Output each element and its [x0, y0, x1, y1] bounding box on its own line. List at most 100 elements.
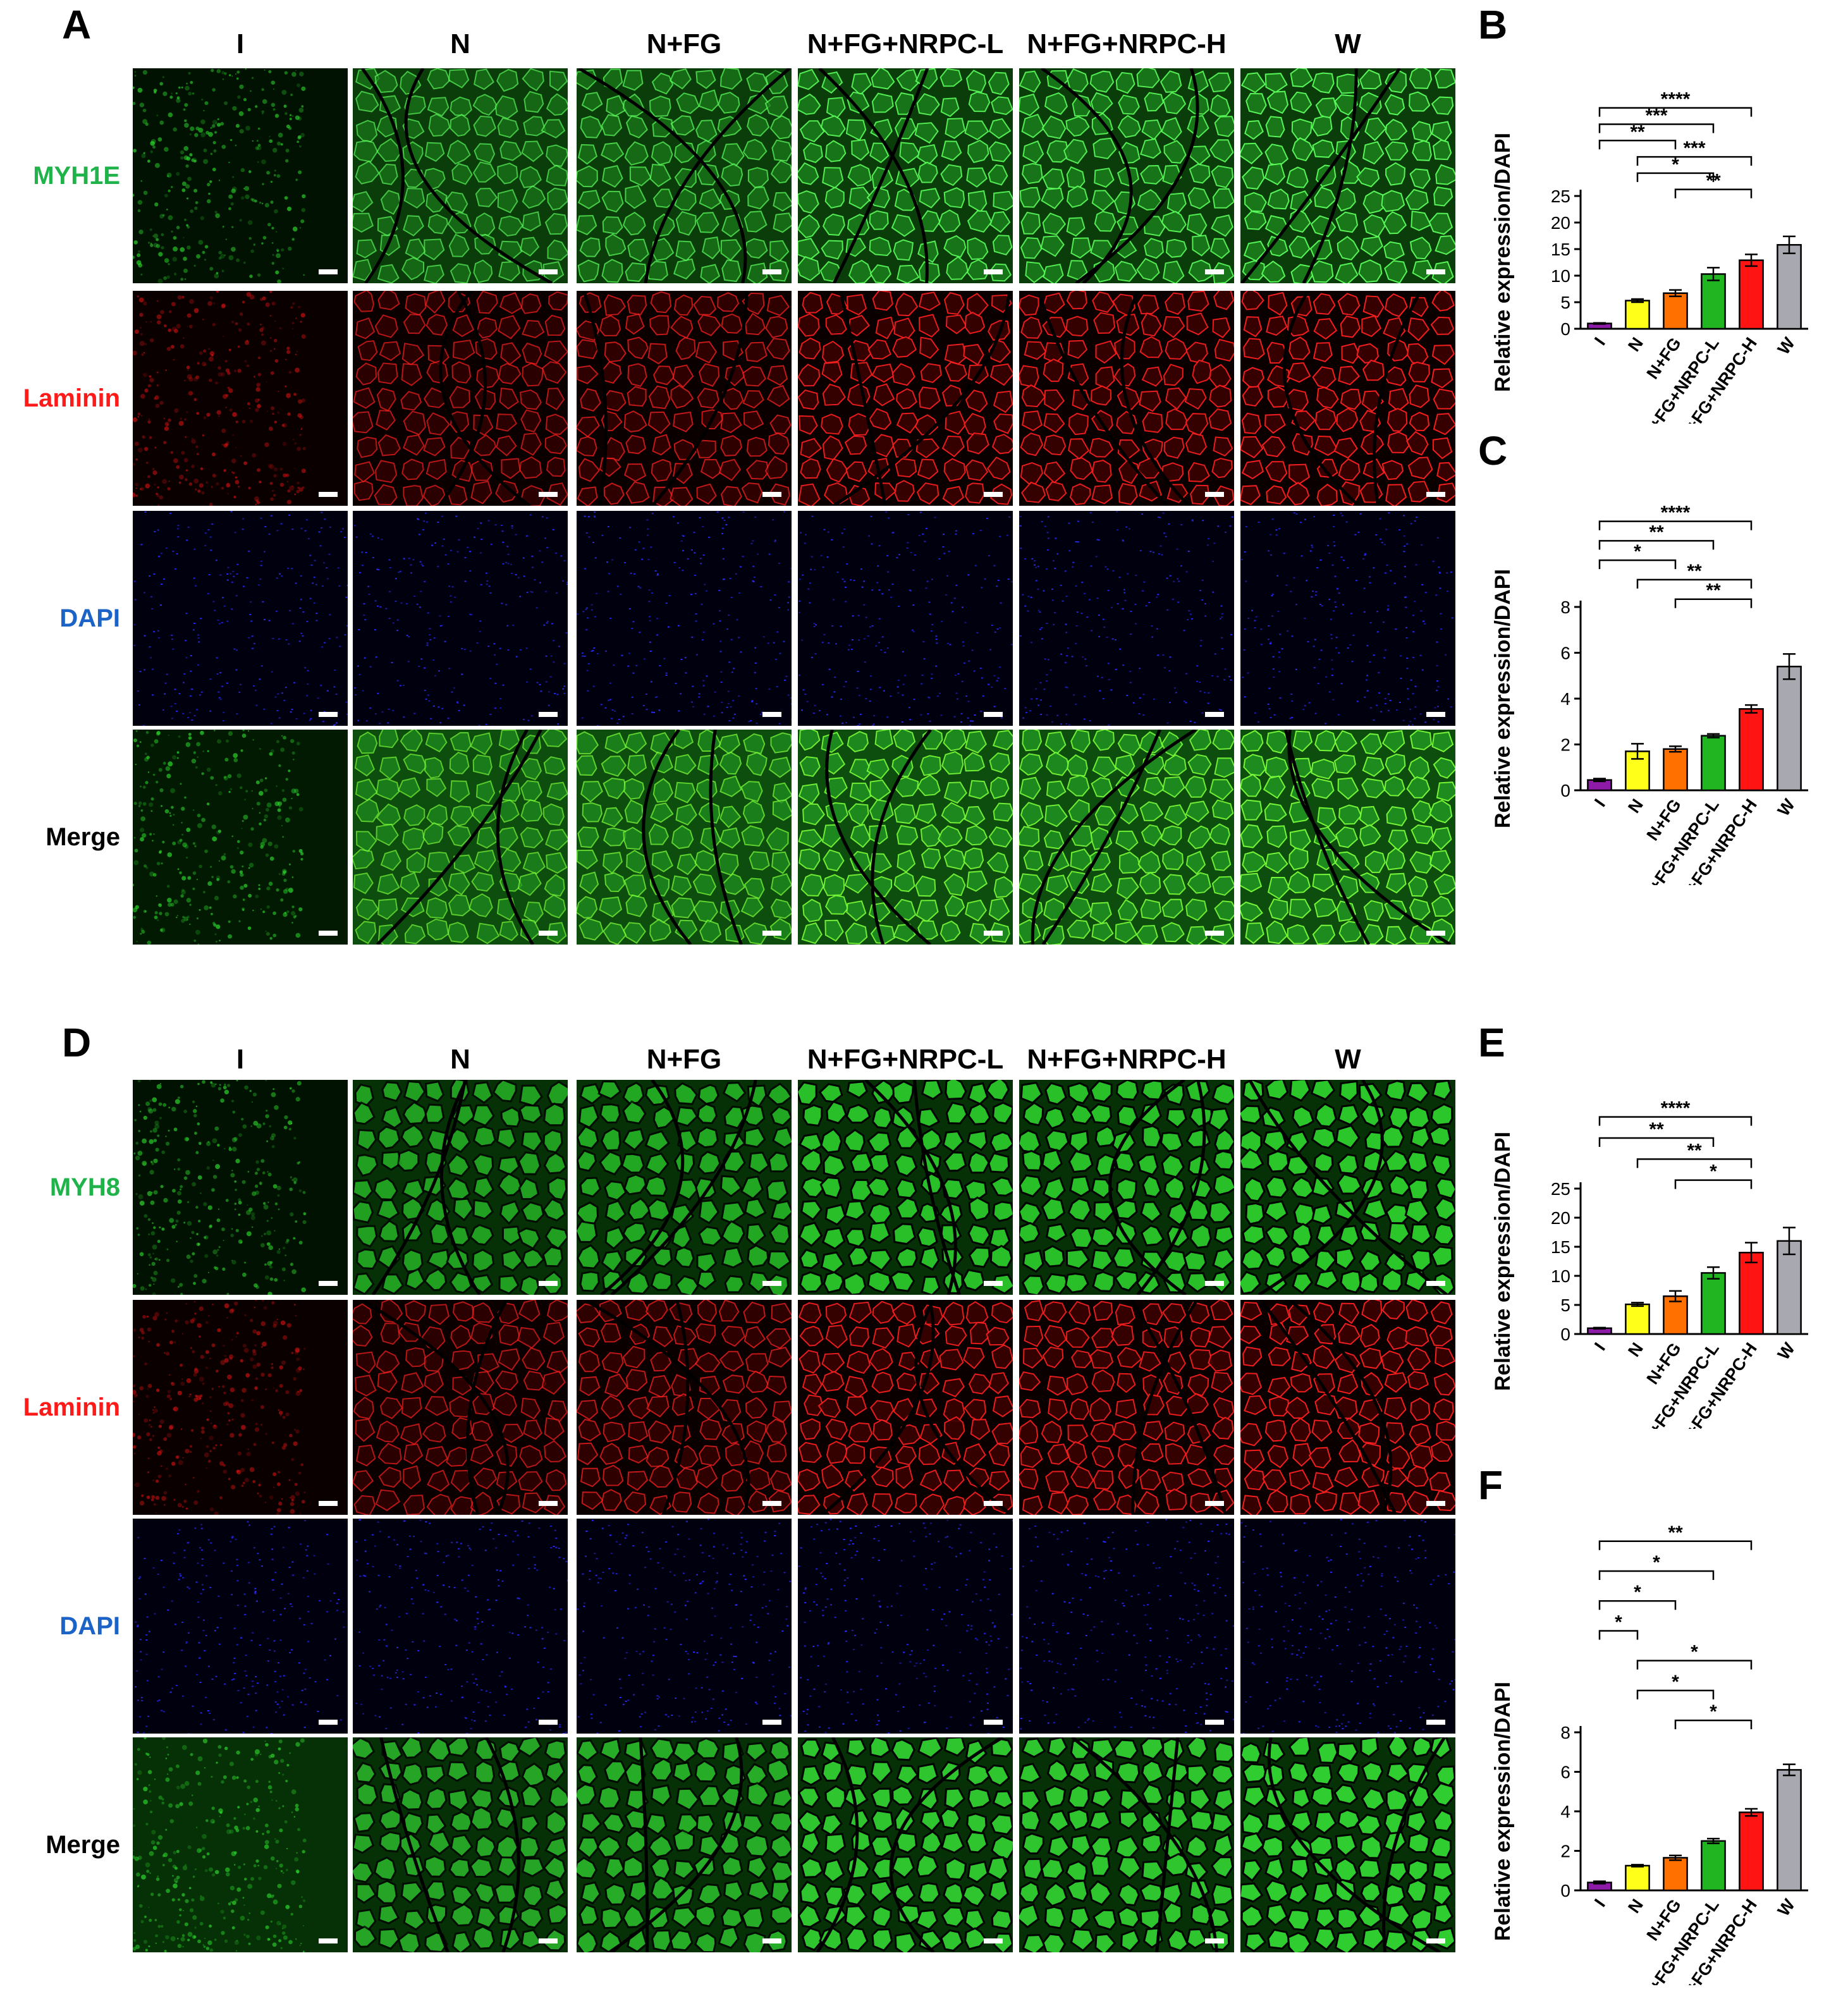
column-header-n: N [450, 1044, 470, 1075]
significance-label: ** [1649, 1119, 1664, 1140]
micrograph-bottom-laminin-n-fg-nrpc-h [1019, 1300, 1234, 1515]
bar-w [1777, 1240, 1802, 1335]
scale-bar [762, 931, 781, 936]
column-header-n-fg-nrpc-l: N+FG+NRPC-L [807, 1044, 1004, 1075]
scale-bar [319, 1938, 338, 1943]
scale-bar [1205, 1281, 1224, 1286]
column-header-n-fg: N+FG [646, 28, 722, 59]
significance-bracket [1598, 1116, 1753, 1126]
y-tick-label: 4 [1560, 689, 1570, 709]
significance-bracket [1636, 156, 1753, 166]
scale-bar [1205, 492, 1224, 497]
scale-bar [1426, 712, 1445, 717]
micrograph-bottom-laminin-i [133, 1300, 348, 1515]
micrograph-top-merge-n-fg-nrpc-l [798, 730, 1013, 945]
scale-bar [539, 1501, 558, 1506]
scale-bar [539, 1281, 558, 1286]
bar-n-fg [1663, 292, 1688, 330]
significance-label: * [1634, 541, 1641, 562]
significance-bracket [1636, 172, 1715, 182]
bar-n-fg [1663, 748, 1688, 792]
y-axis-label: Relative expression/DAPI [1491, 569, 1515, 828]
x-tick-label-n: N [1624, 334, 1647, 355]
micrograph-bottom-dapi-n [353, 1519, 568, 1734]
y-tick-label: 5 [1560, 1295, 1570, 1315]
x-tick-label-n: N [1624, 1895, 1647, 1916]
column-header-n-fg-nrpc-h: N+FG+NRPC-H [1027, 1044, 1227, 1075]
micrograph-top-laminin-i [133, 291, 348, 506]
scale-bar [984, 1281, 1003, 1286]
scale-bar [1205, 1501, 1224, 1506]
micrograph-bottom-dapi-n-fg-nrpc-l [798, 1519, 1013, 1734]
x-tick-label-i: I [1591, 1339, 1609, 1354]
scale-bar [319, 1501, 338, 1506]
y-axis-label: Relative expression/DAPI [1491, 133, 1515, 392]
micrograph-bottom-merge-n-fg [577, 1737, 792, 1952]
significance-bracket [1598, 520, 1753, 530]
y-tick-label: 25 [1551, 1179, 1570, 1199]
significance-label: **** [1661, 89, 1691, 110]
significance-bracket [1598, 1540, 1753, 1550]
significance-bracket [1598, 140, 1677, 150]
scale-bar [319, 1720, 338, 1725]
bar-w [1777, 244, 1802, 330]
y-tick-label: 4 [1560, 1802, 1570, 1821]
bar-n-fg-nrpc-l [1701, 1272, 1726, 1335]
y-axis-label: Relative expression/DAPI [1491, 1682, 1515, 1941]
bar-n-fg [1663, 1857, 1688, 1892]
significance-label: ** [1687, 1140, 1702, 1161]
scale-bar [762, 1938, 781, 1943]
scale-bar [762, 1720, 781, 1725]
micrograph-bottom-myh8-n [353, 1080, 568, 1295]
micrograph-bottom-merge-w [1240, 1737, 1455, 1952]
scale-bar [1205, 1938, 1224, 1943]
y-tick-label: 25 [1551, 187, 1570, 206]
y-tick-label: 6 [1560, 1763, 1570, 1782]
y-tick-label: 5 [1560, 293, 1570, 312]
scale-bar [1426, 1281, 1445, 1286]
scale-bar [1205, 269, 1224, 274]
scale-bar [539, 931, 558, 936]
significance-label: ** [1649, 522, 1664, 542]
scale-bar [319, 712, 338, 717]
y-tick-label: 8 [1560, 1723, 1570, 1742]
column-header-w: W [1335, 1044, 1361, 1075]
y-tick-label: 15 [1551, 1237, 1570, 1257]
micrograph-bottom-merge-n-fg-nrpc-l [798, 1737, 1013, 1952]
y-tick-label: 20 [1551, 1208, 1570, 1228]
row-label-merge: Merge [46, 1831, 120, 1859]
micrograph-top-myh1e-n [353, 68, 568, 283]
significance-bracket [1598, 123, 1715, 133]
significance-label: * [1672, 154, 1679, 175]
scale-bar [762, 1501, 781, 1506]
micrograph-top-dapi-n-fg-nrpc-l [798, 511, 1013, 726]
row-label-dapi: DAPI [59, 1612, 120, 1640]
micrograph-top-myh1e-w [1240, 68, 1455, 283]
significance-bracket [1598, 540, 1715, 550]
column-header-n-fg: N+FG [646, 1044, 722, 1075]
y-tick-label: 0 [1560, 319, 1570, 339]
x-tick-label-w: W [1774, 795, 1799, 820]
significance-bracket [1636, 578, 1753, 589]
micrograph-top-laminin-n [353, 291, 568, 506]
row-label-merge: Merge [46, 823, 120, 851]
significance-label: * [1634, 1582, 1641, 1603]
y-tick-label: 0 [1560, 1325, 1570, 1344]
row-label-laminin: Laminin [23, 384, 120, 412]
column-header-n: N [450, 28, 470, 59]
significance-label: ** [1706, 171, 1721, 192]
bar-n [1625, 1864, 1650, 1892]
scale-bar [1426, 931, 1445, 936]
row-label-myh1e: MYH1E [33, 162, 120, 190]
row-label-dapi: DAPI [59, 604, 120, 632]
scale-bar [762, 1281, 781, 1286]
micrograph-bottom-merge-n [353, 1737, 568, 1952]
significance-bracket [1636, 1689, 1715, 1699]
micrograph-bottom-laminin-w [1240, 1300, 1455, 1515]
x-tick-label-n: N [1624, 1339, 1647, 1360]
significance-bracket [1598, 107, 1753, 117]
scale-bar [984, 931, 1003, 936]
